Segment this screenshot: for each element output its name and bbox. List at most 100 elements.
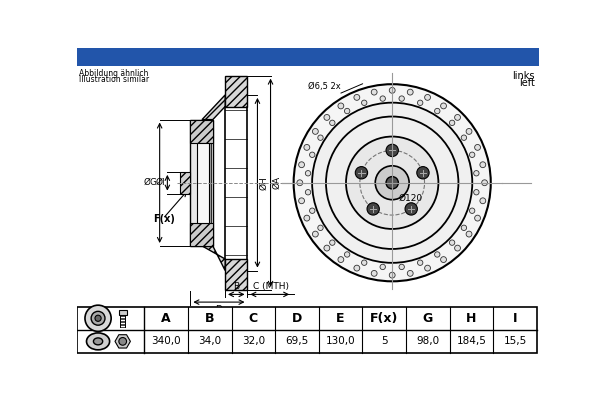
Circle shape	[434, 108, 440, 114]
Text: ØG: ØG	[143, 178, 157, 187]
Bar	[77, 307, 537, 353]
Circle shape	[480, 162, 486, 168]
Circle shape	[389, 88, 395, 93]
Circle shape	[304, 144, 310, 150]
Circle shape	[440, 103, 446, 109]
Circle shape	[324, 114, 330, 120]
Text: E: E	[337, 312, 345, 325]
Text: 69,5: 69,5	[286, 336, 308, 346]
Circle shape	[299, 162, 305, 168]
Circle shape	[418, 100, 423, 106]
Circle shape	[313, 231, 318, 237]
Circle shape	[480, 198, 486, 204]
Circle shape	[475, 144, 481, 150]
Text: B: B	[205, 312, 214, 325]
Circle shape	[461, 225, 467, 230]
Circle shape	[326, 116, 458, 249]
Circle shape	[475, 215, 481, 221]
Text: A: A	[161, 312, 171, 325]
Polygon shape	[202, 246, 225, 270]
Text: 184,5: 184,5	[457, 336, 487, 346]
Polygon shape	[225, 76, 247, 106]
Circle shape	[318, 225, 323, 230]
Circle shape	[407, 89, 413, 95]
Circle shape	[466, 231, 472, 237]
Circle shape	[425, 265, 430, 271]
Circle shape	[455, 245, 460, 251]
Text: ØA: ØA	[272, 176, 281, 189]
Circle shape	[346, 136, 439, 229]
Polygon shape	[225, 259, 247, 290]
Circle shape	[375, 166, 409, 200]
Circle shape	[449, 120, 455, 126]
Ellipse shape	[86, 333, 110, 350]
Circle shape	[469, 152, 475, 158]
Circle shape	[312, 103, 472, 263]
Circle shape	[297, 180, 303, 186]
Circle shape	[95, 315, 101, 321]
Circle shape	[455, 114, 460, 120]
Circle shape	[324, 245, 330, 251]
Circle shape	[425, 94, 430, 100]
Circle shape	[362, 100, 367, 106]
Text: 32,0: 32,0	[242, 336, 265, 346]
Circle shape	[355, 166, 368, 179]
Circle shape	[354, 94, 360, 100]
Circle shape	[299, 198, 305, 204]
Text: 15,5: 15,5	[503, 336, 527, 346]
Text: F(x): F(x)	[154, 214, 175, 224]
Text: 434113: 434113	[324, 48, 399, 66]
Circle shape	[371, 89, 377, 95]
Circle shape	[380, 264, 385, 270]
Text: 130,0: 130,0	[326, 336, 355, 346]
Circle shape	[310, 152, 315, 158]
Text: 24.0134-0113.1: 24.0134-0113.1	[140, 48, 298, 66]
Circle shape	[405, 203, 418, 215]
Circle shape	[399, 264, 404, 270]
Circle shape	[85, 305, 111, 331]
Circle shape	[318, 135, 323, 140]
Text: 5: 5	[381, 336, 388, 346]
Text: links: links	[512, 71, 535, 81]
Circle shape	[91, 311, 105, 325]
Text: I: I	[513, 312, 517, 325]
Polygon shape	[202, 95, 225, 120]
Circle shape	[292, 83, 493, 283]
Circle shape	[338, 257, 344, 262]
Circle shape	[362, 260, 367, 265]
Bar	[190, 223, 213, 246]
Text: Ø120: Ø120	[398, 194, 422, 203]
Circle shape	[310, 208, 315, 214]
Text: B: B	[233, 282, 239, 291]
Circle shape	[367, 203, 379, 215]
Circle shape	[313, 128, 318, 134]
Bar	[190, 120, 213, 143]
Text: F(x): F(x)	[370, 312, 398, 325]
Bar	[77, 48, 539, 66]
Circle shape	[354, 265, 360, 271]
Circle shape	[461, 135, 467, 140]
Text: D: D	[292, 312, 302, 325]
Circle shape	[380, 96, 385, 101]
Text: ØI: ØI	[155, 178, 165, 187]
Ellipse shape	[94, 338, 103, 345]
Bar	[119, 310, 127, 315]
Text: G: G	[423, 312, 433, 325]
Bar	[181, 172, 190, 194]
Text: left: left	[519, 78, 535, 88]
Text: ØE: ØE	[201, 176, 210, 189]
Circle shape	[329, 240, 335, 245]
Text: ØH: ØH	[259, 176, 268, 190]
Text: C (MTH): C (MTH)	[253, 282, 289, 291]
Circle shape	[434, 252, 440, 257]
Circle shape	[418, 260, 423, 265]
Text: Illustration similar: Illustration similar	[79, 75, 149, 84]
Circle shape	[329, 120, 335, 126]
Circle shape	[371, 270, 377, 276]
Circle shape	[305, 190, 311, 195]
Circle shape	[482, 180, 488, 186]
Circle shape	[469, 208, 475, 214]
Circle shape	[305, 170, 311, 176]
Circle shape	[386, 144, 398, 156]
Circle shape	[440, 257, 446, 262]
